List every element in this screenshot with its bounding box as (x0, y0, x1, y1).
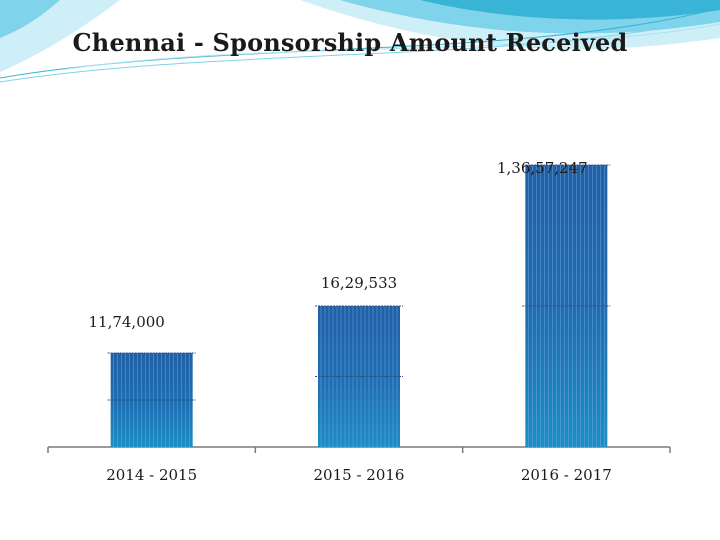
data-label: 11,74,000 (88, 313, 164, 331)
bar (107, 352, 196, 447)
data-label: 16,29,533 (321, 274, 397, 292)
decorative-swoosh-left-inner (0, 0, 60, 38)
x-tick-label: 2014 - 2015 (106, 466, 197, 484)
decorative-line-2 (0, 15, 720, 83)
bar (315, 305, 403, 447)
x-axis (47, 446, 671, 453)
x-tick-label: 2016 - 2017 (521, 466, 612, 484)
decorative-swoosh-dark (420, 0, 720, 20)
labels: 11,74,000 2014 - 2015 16,29,533 2015 - 2016… (88, 159, 611, 484)
data-label: 1,36,57,247 (497, 159, 588, 177)
decorative-line-3 (59, 23, 720, 71)
x-tick-label: 2015 - 2016 (314, 466, 405, 484)
bars (107, 164, 611, 447)
chart-title: Chennai - Sponsorship Amount Received (72, 28, 628, 57)
bar (522, 164, 611, 447)
